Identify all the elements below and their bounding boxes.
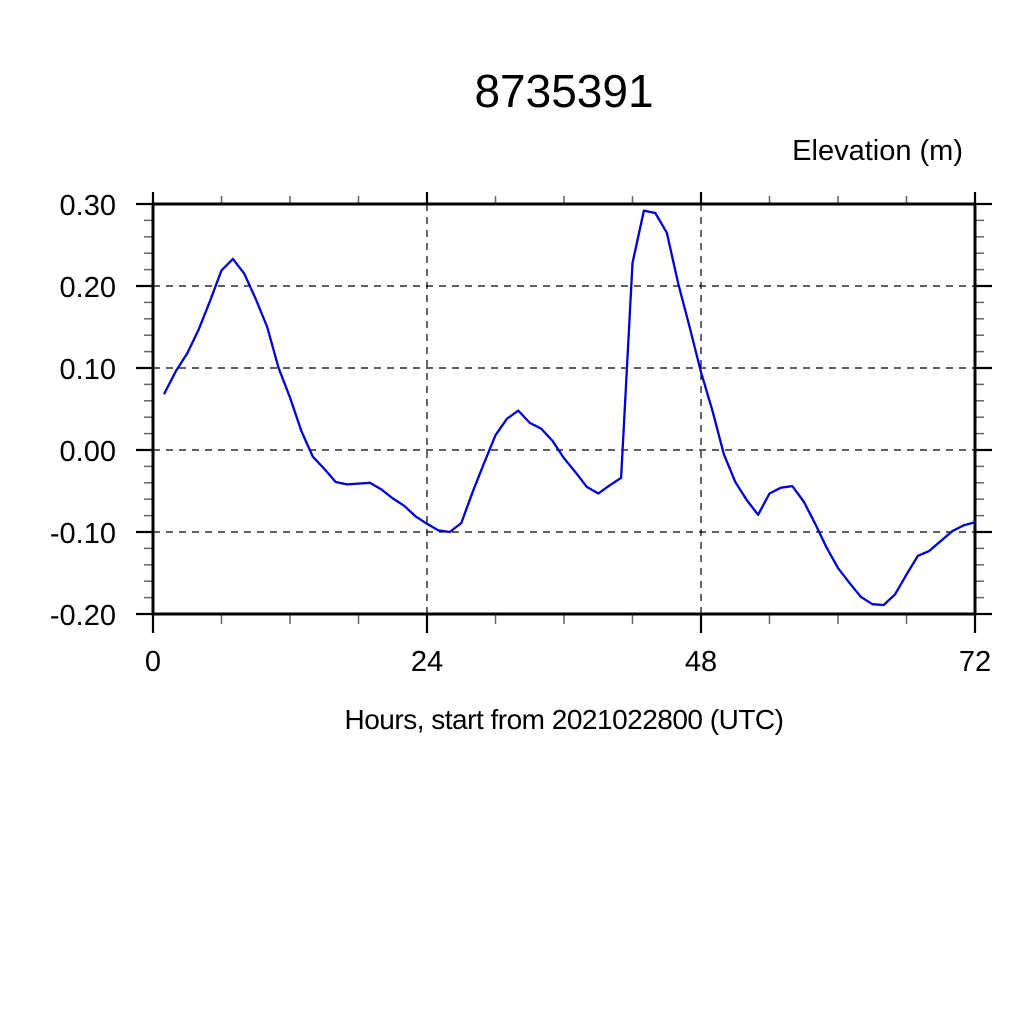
chart-title: 8735391 (474, 65, 654, 117)
y-tick-label: -0.10 (50, 518, 116, 550)
y-tick-label: -0.20 (50, 600, 116, 632)
elevation-line (163, 209, 977, 607)
x-tick-label: 72 (959, 646, 991, 678)
y-tick-label: 0.20 (60, 272, 116, 304)
x-tick-label: 48 (685, 646, 717, 678)
y-tick-label: 0.10 (60, 354, 116, 386)
plot-frame (151, 202, 977, 616)
y-axis-label: Elevation (m) (792, 135, 963, 167)
y-tick-label: 0.30 (60, 190, 116, 222)
x-tick-label: 0 (145, 646, 161, 678)
y-tick-label: 0.00 (60, 436, 116, 468)
x-axis-label: Hours, start from 2021022800 (UTC) (344, 704, 784, 735)
x-tick-label: 24 (411, 646, 443, 678)
